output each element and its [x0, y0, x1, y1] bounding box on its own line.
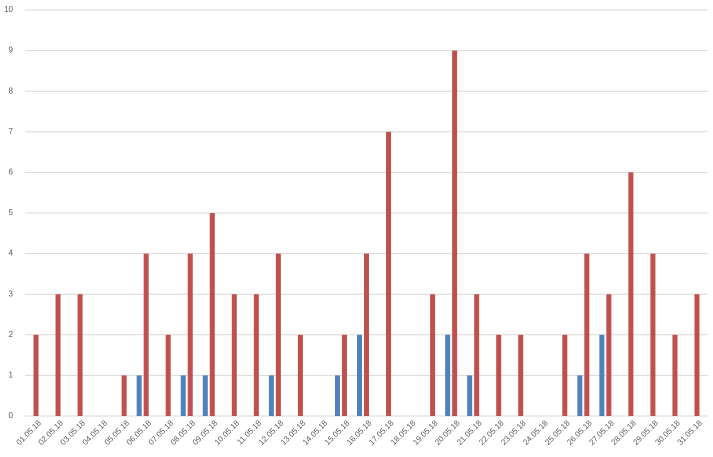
bar [445, 334, 451, 416]
bar [599, 334, 605, 416]
bar [628, 172, 634, 416]
bar [55, 294, 61, 416]
bar [474, 294, 480, 416]
y-tick-label: 6 [9, 168, 14, 177]
bar [467, 375, 473, 416]
bar [231, 294, 237, 416]
bar [584, 253, 590, 416]
bar [121, 375, 127, 416]
bar [268, 375, 274, 416]
bar [518, 334, 524, 416]
x-tick-label: 31.05.18 [676, 418, 705, 447]
y-tick-label: 8 [9, 86, 14, 95]
bar [357, 334, 362, 416]
bar [430, 294, 436, 416]
bar [334, 375, 340, 416]
bar [143, 253, 149, 416]
y-tick-label: 0 [9, 411, 14, 420]
bar [606, 294, 612, 416]
bar [33, 334, 39, 416]
bar [672, 334, 678, 416]
y-tick-label: 9 [9, 46, 14, 55]
bar [77, 294, 83, 416]
bar [562, 334, 568, 416]
bar [202, 375, 208, 416]
bar [136, 375, 142, 416]
bar [386, 131, 392, 417]
bar [577, 375, 583, 416]
y-tick-label: 3 [9, 289, 14, 298]
bar [180, 375, 186, 416]
bar [297, 334, 303, 416]
bar [275, 253, 281, 416]
y-tick-label: 2 [9, 330, 14, 339]
bar [341, 334, 347, 416]
bar [452, 50, 458, 416]
y-tick-label: 4 [9, 249, 14, 258]
bar [253, 294, 259, 416]
bar [209, 213, 215, 416]
y-tick-label: 7 [9, 127, 14, 136]
bar [187, 253, 193, 416]
bar [694, 294, 700, 416]
bar [496, 334, 502, 416]
y-tick-label: 10 [4, 5, 13, 14]
y-tick-label: 5 [9, 208, 14, 217]
y-tick-label: 1 [9, 371, 14, 380]
bar [364, 253, 369, 416]
bar [650, 253, 656, 416]
bar [165, 334, 171, 416]
